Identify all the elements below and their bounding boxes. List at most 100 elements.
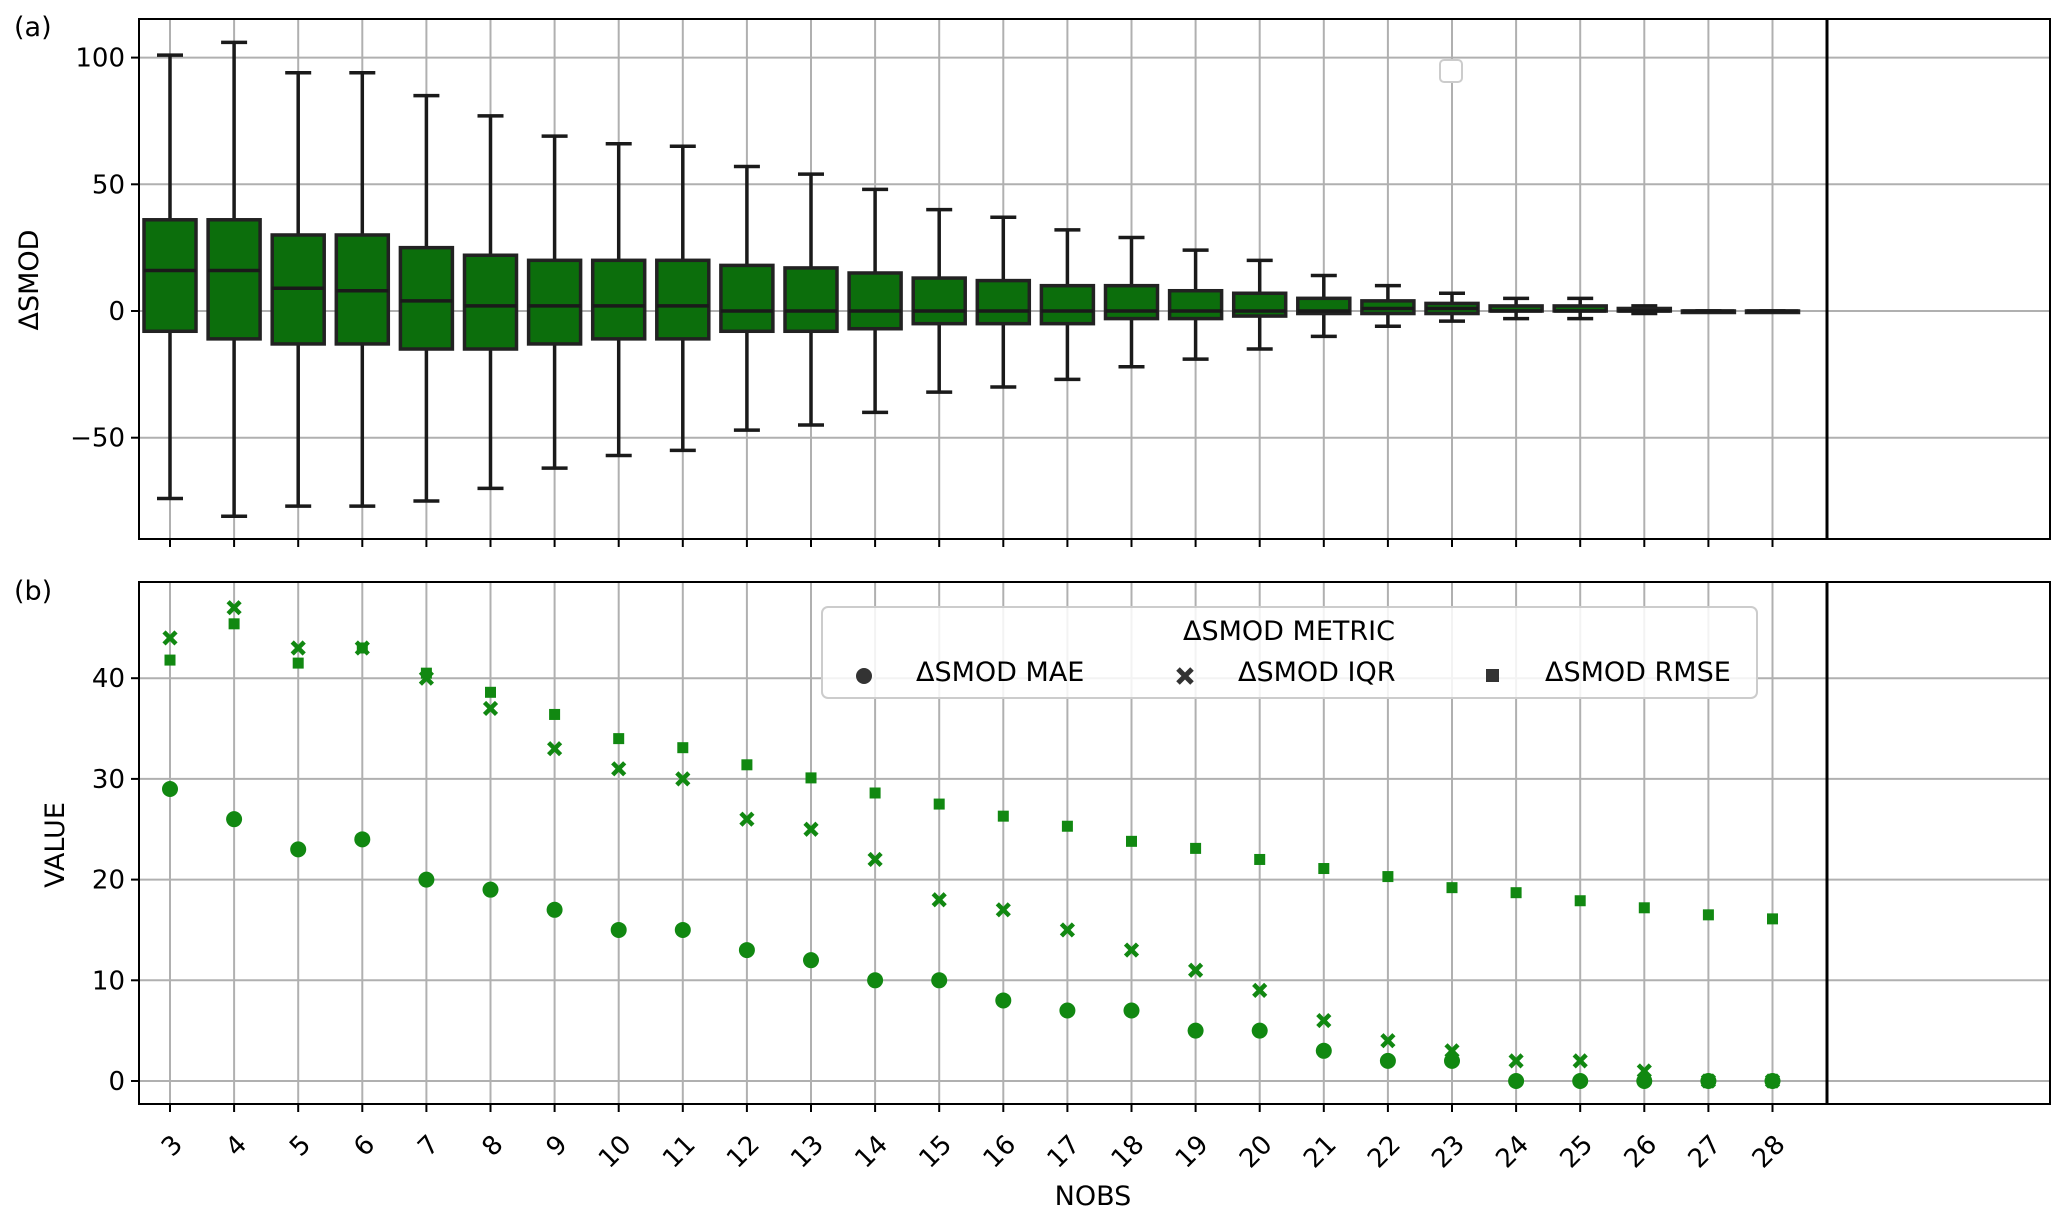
box-22 [1360, 283, 1416, 328]
x-tick-label: 5 [284, 1130, 317, 1163]
x-tick-label: 26 [1619, 1130, 1664, 1175]
box-10 [590, 142, 647, 458]
box-body [462, 253, 519, 351]
box-body [1103, 283, 1160, 321]
legend-marker-circle-icon [856, 668, 872, 684]
panel-b-label: (b) [14, 576, 52, 607]
point-iqr [1380, 1033, 1396, 1049]
point-iqr [867, 851, 883, 868]
x-tick-label: 15 [913, 1130, 958, 1175]
box-9 [526, 134, 583, 470]
point-mae [162, 780, 178, 797]
panel-b-x-ticks: 3 4 5 6 7 8 9 10 11 12 13 14 15 16 17 18 19 20 21 22 23 24 25 2… [156, 1104, 1791, 1174]
box-body [206, 218, 262, 341]
point-mae [867, 972, 884, 989]
box-body [1167, 288, 1224, 321]
box-21 [1296, 273, 1352, 339]
point-rmse [1767, 913, 1778, 925]
point-iqr [482, 700, 499, 717]
x-tick-label: 8 [476, 1130, 509, 1163]
box-16 [975, 215, 1032, 389]
legend-title: ΔSMOD METRIC [1183, 616, 1395, 647]
y-tick-label: −50 [70, 424, 125, 454]
point-iqr [226, 600, 242, 616]
point-mae [1123, 1002, 1140, 1019]
panel-a-empty-legend [1439, 59, 1463, 83]
point-iqr [1636, 1063, 1652, 1079]
box-13 [783, 172, 839, 427]
legend: ΔSMOD METRIC ΔSMOD MAE ΔSMOD IQR ΔSMOD R… [821, 606, 1758, 699]
box-23 [1424, 291, 1480, 323]
box-28 [1744, 309, 1801, 315]
x-tick-label: 6 [348, 1130, 381, 1163]
legend-marker-x-icon [1176, 667, 1194, 685]
box-20 [1231, 258, 1288, 351]
point-rmse [549, 708, 561, 720]
point-mae [418, 871, 435, 888]
point-iqr [1316, 1012, 1332, 1029]
y-tick-label: 0 [108, 297, 125, 327]
box-body [526, 258, 583, 346]
point-iqr [1508, 1053, 1524, 1069]
point-rmse [1382, 871, 1394, 883]
x-tick-label: 4 [220, 1130, 253, 1163]
legend-box [821, 606, 1758, 699]
point-rmse [997, 810, 1009, 822]
y-tick-label: 30 [92, 765, 125, 795]
x-tick-label: 22 [1362, 1130, 1407, 1175]
box-18 [1103, 235, 1160, 369]
box-body [975, 278, 1032, 326]
point-mae [674, 921, 691, 938]
x-tick-label: 28 [1747, 1130, 1792, 1175]
box-body [783, 266, 839, 334]
panel-a-y-ticks: 100 50 0 −50 [70, 44, 139, 454]
box-body [398, 245, 455, 351]
point-rmse [1510, 887, 1522, 899]
panel-b-y-ticks: 40 30 20 10 0 [92, 664, 139, 1097]
point-mae [1572, 1073, 1589, 1089]
x-tick-label: 16 [978, 1130, 1023, 1175]
point-mae [931, 972, 948, 989]
x-tick-label: 11 [657, 1130, 702, 1175]
box-25 [1552, 296, 1608, 321]
point-mae [995, 992, 1012, 1009]
panel-b-scatter: (b) VALUE NOBS 40 30 20 10 0 3 4 5 6 7 8 9 10 11 12 13… [14, 576, 2051, 1212]
box-11 [655, 144, 711, 453]
point-rmse [1190, 842, 1202, 854]
point-iqr [290, 640, 306, 656]
x-tick-label: 24 [1490, 1130, 1535, 1175]
x-tick-label: 12 [721, 1130, 766, 1175]
box-19 [1167, 248, 1224, 361]
x-tick-label: 17 [1042, 1130, 1087, 1175]
point-rmse [420, 667, 432, 679]
box-12 [719, 164, 775, 432]
point-iqr [1059, 922, 1075, 938]
point-mae [1315, 1042, 1332, 1059]
point-rmse [1638, 902, 1650, 914]
box-body [590, 258, 647, 341]
point-mae [226, 811, 243, 828]
y-tick-label: 40 [92, 664, 125, 694]
box-5 [270, 71, 326, 508]
point-iqr [162, 630, 178, 646]
point-mae [1059, 1002, 1076, 1019]
point-rmse [1446, 882, 1458, 894]
point-iqr [931, 892, 947, 908]
series-x [162, 600, 1781, 1089]
point-rmse [228, 618, 240, 630]
box-7 [398, 93, 455, 503]
point-rmse [1254, 853, 1266, 865]
point-rmse [164, 654, 176, 666]
legend-marker-square-icon [1486, 669, 1499, 682]
point-mae [482, 881, 499, 898]
box-6 [334, 71, 391, 508]
point-rmse [677, 742, 689, 754]
box-body [847, 271, 903, 331]
box-15 [911, 207, 967, 394]
point-iqr [611, 761, 627, 777]
point-mae [1187, 1022, 1204, 1039]
point-mae [738, 942, 755, 959]
point-iqr [1252, 982, 1268, 998]
panel-a-x-ticks [169, 539, 1774, 547]
